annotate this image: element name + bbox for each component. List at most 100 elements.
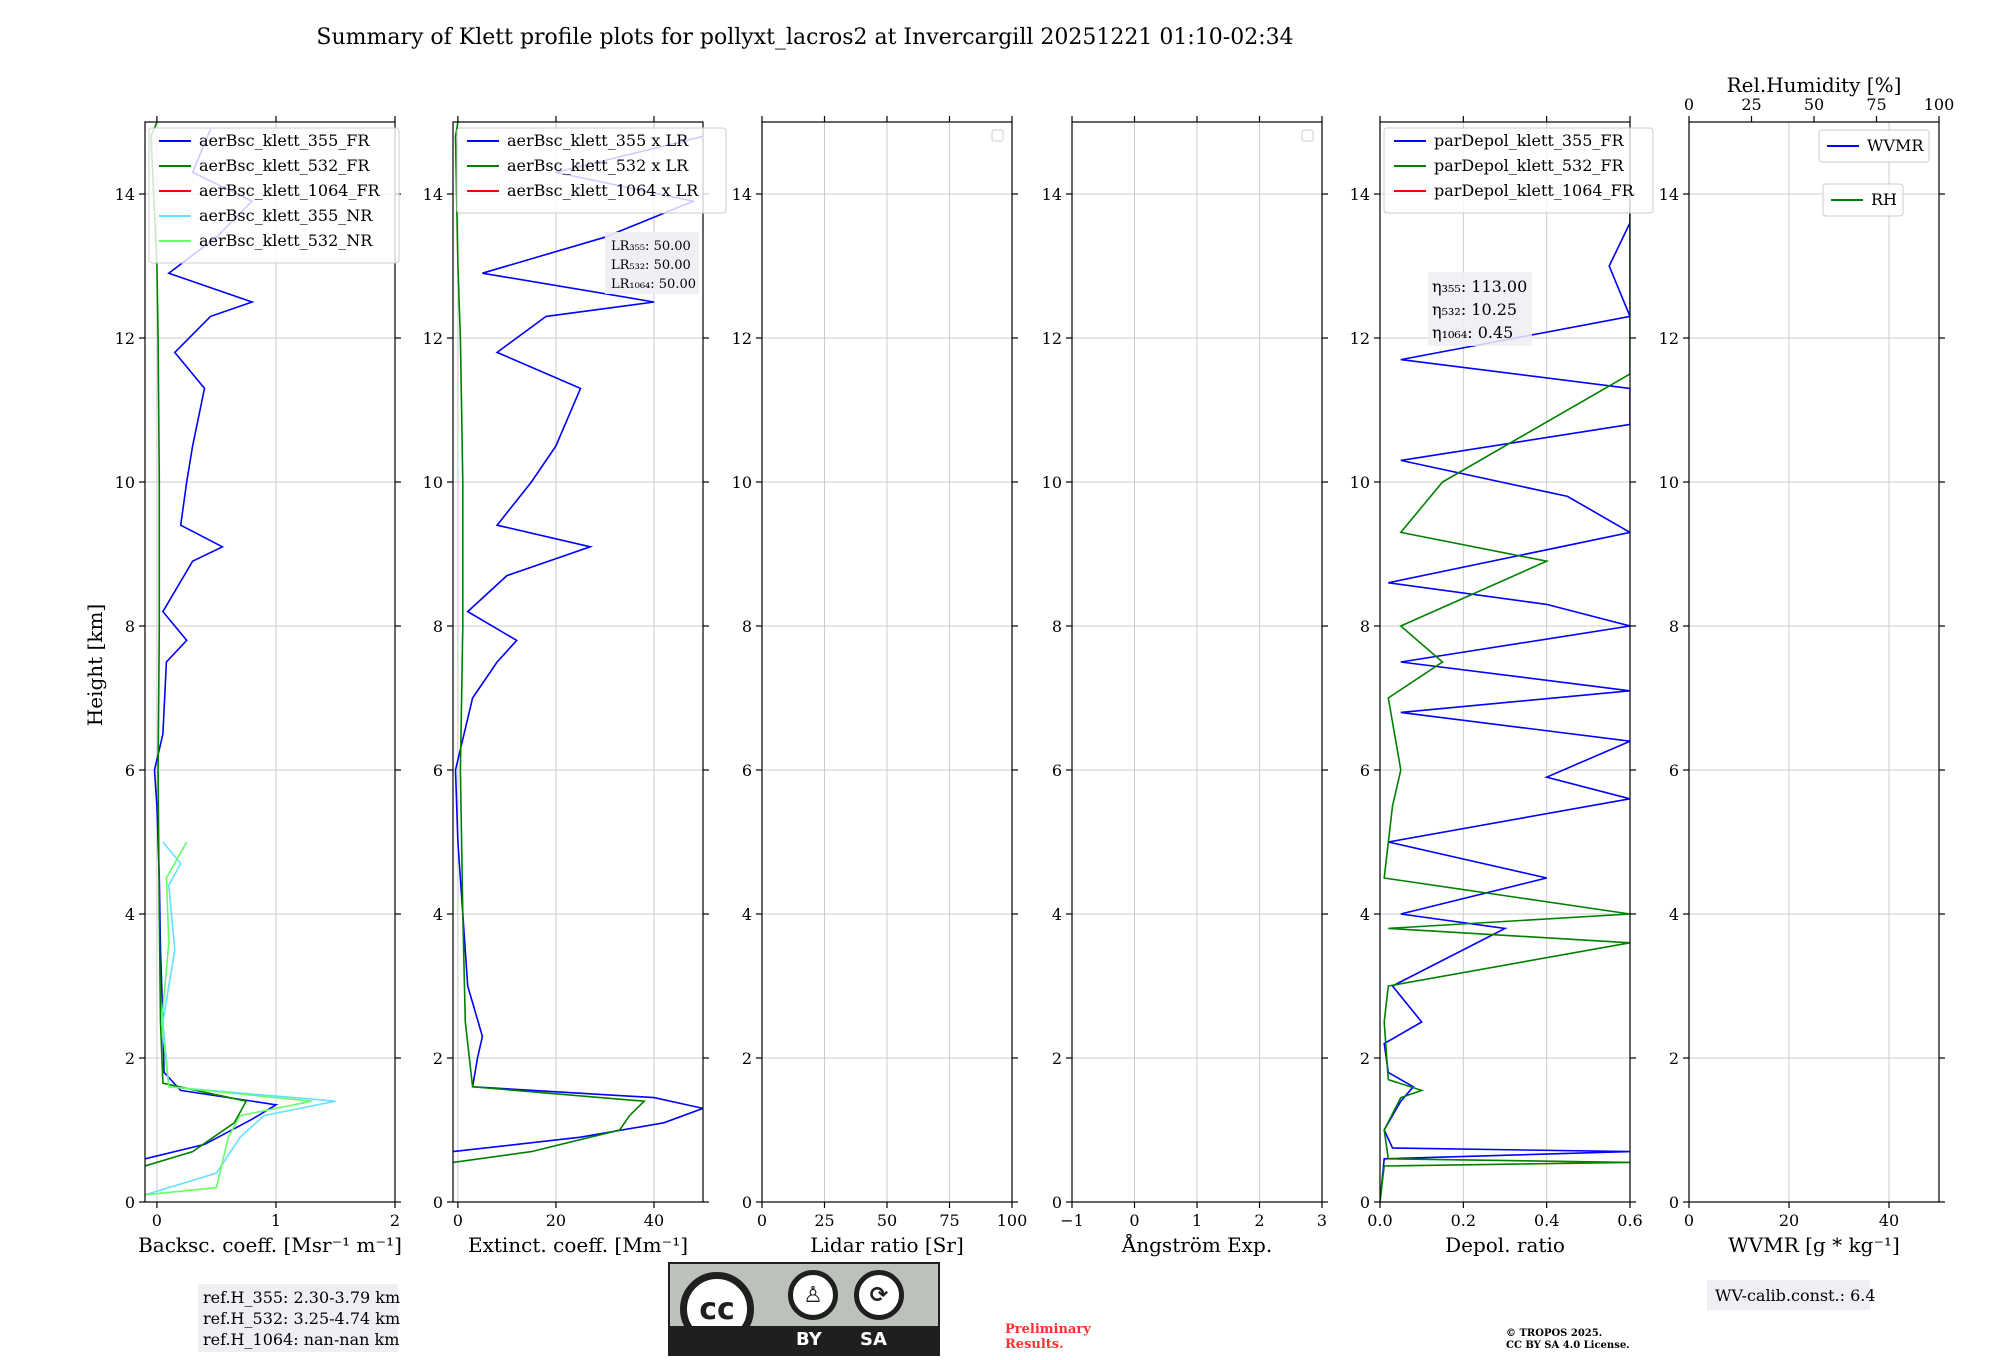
legend-label: parDepol_klett_355_FR	[1434, 131, 1625, 150]
top-x-tick-label: 75	[1866, 95, 1886, 114]
x-axis-label: Lidar ratio [Sr]	[810, 1233, 964, 1257]
eta-annotation-line: η₁₀₆₄: 0.45	[1432, 323, 1513, 342]
x-axis-label: Ångström Exp.	[1121, 1232, 1272, 1257]
x-tick-label: 0	[453, 1211, 463, 1230]
lr-annotation-line: LR₅₃₂: 50.00	[611, 258, 691, 273]
y-tick-label: 14	[1659, 185, 1679, 204]
y-tick-label: 4	[1360, 905, 1370, 924]
y-tick-label: 2	[742, 1049, 752, 1068]
x-tick-label: 2	[1254, 1211, 1264, 1230]
legend-label: parDepol_klett_1064_FR	[1434, 181, 1635, 200]
y-tick-label: 10	[732, 473, 752, 492]
y-tick-label: 14	[1350, 185, 1370, 204]
x-axis-label: WVMR [g * kg⁻¹]	[1728, 1233, 1900, 1257]
y-tick-label: 10	[423, 473, 443, 492]
x-tick-label: 40	[1879, 1211, 1899, 1230]
legend-label: aerBsc_klett_1064 x LR	[507, 181, 699, 200]
copyright-note: © TROPOS 2025. CC BY SA 4.0 License.	[1506, 1328, 1630, 1352]
series-group	[145, 122, 336, 1196]
lr-annotation-line: LR₁₀₆₄: 50.00	[611, 277, 696, 292]
ref-height-line: ref.H_355: 2.30-3.79 km	[203, 1288, 400, 1307]
x-tick-label: 0	[1684, 1211, 1694, 1230]
y-tick-label: 14	[732, 185, 752, 204]
x-axis-label: Backsc. coeff. [Msr⁻¹ m⁻¹]	[138, 1233, 402, 1257]
x-tick-label: 100	[997, 1211, 1028, 1230]
series-group	[1380, 129, 1630, 1202]
y-tick-label: 12	[1350, 329, 1370, 348]
legend-label: aerBsc_klett_355_FR	[199, 131, 370, 150]
y-tick-label: 8	[1669, 617, 1679, 636]
x-tick-label: 0.6	[1617, 1211, 1642, 1230]
x-tick-label: 50	[877, 1211, 897, 1230]
y-tick-label: 10	[1042, 473, 1062, 492]
copyright-line-2: CC BY SA 4.0 License.	[1506, 1340, 1630, 1351]
plot-frame	[452, 121, 704, 1203]
top-x-tick-label: 100	[1924, 95, 1955, 114]
preliminary-line-1: Preliminary	[1005, 1322, 1091, 1337]
y-tick-label: 2	[1052, 1049, 1062, 1068]
y-tick-label: 12	[732, 329, 752, 348]
y-tick-label: 6	[433, 761, 443, 780]
figure-title: Summary of Klett profile plots for polly…	[316, 25, 1293, 50]
ref-height-box	[198, 1284, 398, 1352]
y-tick-label: 6	[1360, 761, 1370, 780]
cc-sa-label: SA	[860, 1329, 887, 1350]
y-axis-label: Height [km]	[83, 604, 107, 726]
panel-depol: 0 2 4 6 8 10 12 14 0.0 0.2 0.4 0.6 Depol. ratio parDe…	[1350, 116, 1654, 1257]
x-tick-label: 20	[546, 1211, 566, 1230]
panel-lidar_ratio: 0 2 4 6 8 10 12 14 0 25 50 75 100 Lidar ratio [Sr]	[732, 116, 1028, 1257]
eta-annotation-line: η₅₃₂: 10.25	[1432, 300, 1517, 319]
legend-box	[1818, 129, 1930, 163]
x-tick-label: 0.4	[1534, 1211, 1559, 1230]
eta-annotation-box	[1428, 272, 1532, 346]
legend-label: aerBsc_klett_1064_FR	[199, 181, 381, 200]
top-x-tick-label: 50	[1804, 95, 1824, 114]
y-tick-label: 6	[742, 761, 752, 780]
y-tick-label: 6	[1052, 761, 1062, 780]
legend-label: WVMR	[1867, 136, 1924, 155]
x-tick-label: 0	[152, 1211, 162, 1230]
y-tick-label: 0	[1669, 1193, 1679, 1212]
ref-height-line: ref.H_532: 3.25-4.74 km	[203, 1309, 400, 1328]
series-line-aerBsc_klett_355_FR	[145, 128, 279, 1160]
y-tick-label: 0	[125, 1193, 135, 1212]
x-tick-label: 0	[757, 1211, 767, 1230]
top-x-tick-label: 0	[1684, 95, 1694, 114]
y-tick-label: 8	[742, 617, 752, 636]
y-tick-label: 8	[433, 617, 443, 636]
plot-frame	[1379, 121, 1631, 1203]
y-tick-label: 0	[1052, 1193, 1062, 1212]
x-tick-label: −1	[1060, 1211, 1084, 1230]
y-tick-label: 4	[125, 905, 135, 924]
y-tick-label: 6	[1669, 761, 1679, 780]
legend-box	[456, 127, 727, 214]
x-tick-label: 0.0	[1367, 1211, 1392, 1230]
series-line-parDepol_klett_532_FR	[1380, 129, 1630, 1202]
y-tick-label: 0	[1360, 1193, 1370, 1212]
y-tick-label: 0	[742, 1193, 752, 1212]
top-x-tick-label: 25	[1741, 95, 1761, 114]
y-tick-label: 10	[115, 473, 135, 492]
series-line-aerBsc_klett_532 x LR	[453, 122, 647, 1164]
y-tick-label: 2	[1669, 1049, 1679, 1068]
copyright-line-1: © TROPOS 2025.	[1506, 1328, 1603, 1339]
legend-label: aerBsc_klett_532_FR	[199, 156, 370, 175]
x-tick-label: 1	[1192, 1211, 1202, 1230]
y-tick-label: 4	[1052, 905, 1062, 924]
y-tick-label: 10	[1659, 473, 1679, 492]
y-tick-label: 12	[115, 329, 135, 348]
top-x-axis-label: Rel.Humidity [%]	[1727, 73, 1902, 97]
empty-legend-box	[1301, 129, 1314, 142]
x-axis-label: Depol. ratio	[1445, 1233, 1565, 1257]
series-line-aerBsc_klett_532_NR	[145, 841, 312, 1196]
y-tick-label: 12	[1042, 329, 1062, 348]
y-tick-label: 14	[423, 185, 443, 204]
y-tick-label: 4	[433, 905, 443, 924]
legend-box	[1383, 127, 1654, 214]
y-tick-label: 2	[433, 1049, 443, 1068]
y-tick-label: 12	[1659, 329, 1679, 348]
